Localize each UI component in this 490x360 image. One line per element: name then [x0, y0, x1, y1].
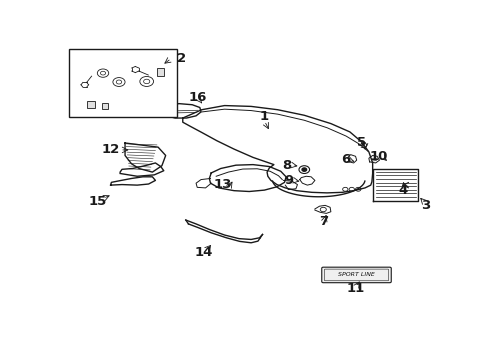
- Text: 5: 5: [357, 136, 366, 149]
- Bar: [157, 68, 164, 76]
- Text: 12: 12: [101, 143, 120, 157]
- Text: 13: 13: [214, 178, 232, 191]
- FancyBboxPatch shape: [322, 267, 391, 283]
- Text: 2: 2: [177, 52, 186, 65]
- Text: SPORT LINE: SPORT LINE: [338, 273, 375, 278]
- Circle shape: [302, 168, 307, 171]
- Text: 8: 8: [283, 159, 292, 172]
- Text: 1: 1: [260, 110, 269, 123]
- Text: 9: 9: [285, 174, 294, 187]
- Text: 6: 6: [342, 153, 351, 166]
- Text: 16: 16: [189, 91, 207, 104]
- Bar: [87, 101, 95, 108]
- Bar: [69, 49, 177, 117]
- Text: 11: 11: [346, 282, 365, 295]
- Text: 7: 7: [318, 216, 328, 229]
- Text: 10: 10: [369, 150, 388, 163]
- Text: 15: 15: [88, 195, 106, 208]
- Text: 14: 14: [195, 246, 213, 259]
- Bar: [102, 103, 108, 109]
- Text: 3: 3: [421, 199, 430, 212]
- Text: 4: 4: [398, 184, 408, 197]
